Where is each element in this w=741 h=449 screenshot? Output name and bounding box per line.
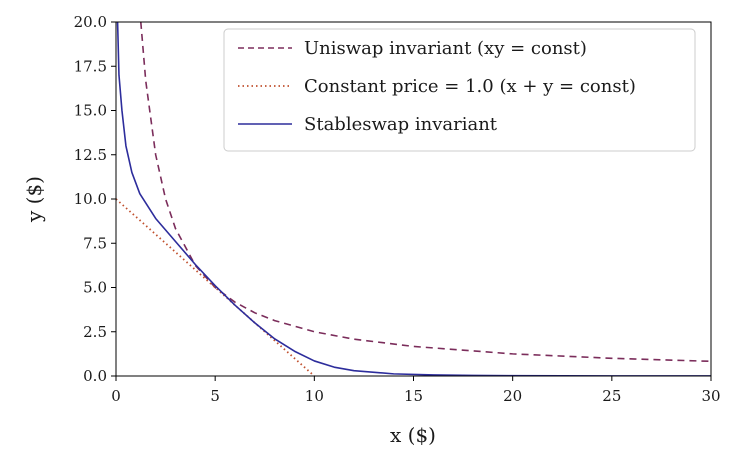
y-tick-label: 20.0 [74,13,107,31]
x-tick-label: 15 [404,387,423,405]
legend-label-uniswap: Uniswap invariant (xy = const) [304,38,587,59]
x-tick-label: 25 [602,387,621,405]
legend: Uniswap invariant (xy = const) Constant … [223,28,696,152]
y-axis-label: y ($) [22,176,46,223]
x-tick-label: 30 [701,387,720,405]
x-axis-ticks: 0 5 10 15 20 25 30 [111,376,721,405]
stableswap-invariant-line [116,22,711,376]
y-tick-label: 5.0 [83,279,107,297]
y-tick-label: 0.0 [83,367,107,385]
y-tick-label: 2.5 [83,323,107,341]
x-tick-label: 20 [503,387,522,405]
y-tick-label: 15.0 [74,102,107,120]
y-tick-label: 17.5 [74,57,107,75]
x-tick-label: 10 [305,387,324,405]
legend-label-constant-price: Constant price = 1.0 (x + y = const) [304,76,636,97]
x-axis-label: x ($) [390,423,436,447]
x-tick-label: 5 [210,387,220,405]
plot-lines [116,22,711,376]
constant-price-line [116,198,315,376]
y-tick-label: 12.5 [74,146,107,164]
y-axis-ticks: 0.0 2.5 5.0 7.5 10.0 12.5 15.0 17.5 20.0 [74,13,116,385]
y-tick-label: 7.5 [83,234,107,252]
y-tick-label: 10.0 [74,190,107,208]
legend-label-stableswap: Stableswap invariant [304,114,498,135]
uniswap-invariant-line [139,22,711,363]
x-tick-label: 0 [111,387,121,405]
legend-box [223,28,696,152]
